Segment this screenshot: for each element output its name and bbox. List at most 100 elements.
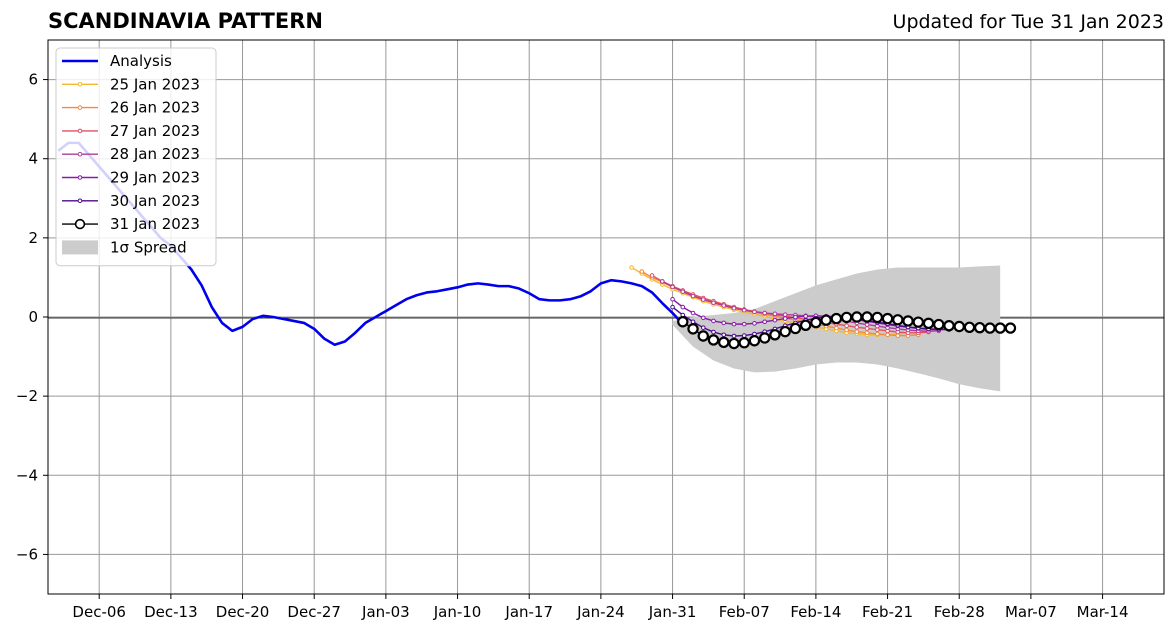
forecast-line-25-jan-2023 — [631, 266, 909, 336]
forecast-point — [799, 319, 812, 332]
legend-label: 29 Jan 2023 — [110, 169, 200, 187]
forecast-point — [789, 322, 802, 335]
forecast-point — [793, 314, 798, 320]
forecast-point — [779, 325, 791, 338]
forecast-point — [864, 330, 870, 336]
forecast-point — [881, 312, 894, 325]
forecast-point — [772, 311, 778, 317]
forecast-point — [731, 333, 737, 339]
y-tick-label: 0 — [28, 308, 38, 326]
legend-marker — [74, 218, 86, 230]
forecast-point — [731, 305, 737, 311]
forecast-point — [748, 335, 761, 347]
forecast-point — [820, 314, 832, 326]
forecast-point — [769, 329, 781, 341]
legend-marker — [77, 151, 83, 157]
forecast-point — [844, 323, 849, 329]
forecast-point — [912, 316, 924, 328]
legend-label: 27 Jan 2023 — [110, 122, 200, 140]
forecast-point — [711, 329, 716, 335]
legend-label: 1σ Spread — [110, 238, 187, 256]
forecast-line-28-jan-2023 — [661, 280, 939, 332]
forecast-point — [752, 321, 757, 326]
y-tick-label: −4 — [16, 466, 38, 484]
chart-title: SCANDINAVIA PATTERN — [48, 9, 323, 33]
forecast-point — [728, 337, 740, 350]
x-tick-label: Jan-17 — [504, 603, 553, 621]
forecast-point — [711, 318, 716, 324]
forecast-point — [697, 330, 709, 342]
forecast-line-30-jan-2023 — [672, 306, 950, 337]
legend-marker — [77, 175, 83, 180]
forecast-point — [864, 326, 870, 331]
updated-date: Updated for Tue 31 Jan 2023 — [892, 11, 1164, 33]
forecast-point — [885, 332, 890, 338]
plot-group — [57, 141, 1017, 392]
forecast-point — [875, 331, 880, 337]
forecast-point — [963, 321, 976, 333]
forecast-point — [861, 311, 873, 323]
legend-label: Analysis — [110, 52, 172, 70]
forecast-point — [690, 293, 696, 299]
y-tick-label: 6 — [28, 71, 38, 89]
forecast-point — [741, 333, 747, 338]
forecast-point — [721, 332, 727, 338]
forecast-point — [875, 327, 880, 332]
forecast-point — [854, 324, 860, 330]
x-tick-label: Feb-28 — [934, 603, 985, 621]
y-tick-label: −2 — [16, 387, 38, 405]
forecast-point — [718, 336, 730, 349]
forecast-point — [721, 303, 727, 308]
forecast-point — [844, 327, 849, 333]
forecast-point — [892, 314, 904, 326]
forecast-point — [670, 284, 675, 290]
forecast-point — [840, 311, 853, 324]
forecast-point — [810, 316, 822, 329]
forecast-point — [922, 317, 935, 330]
forecast-point — [902, 315, 914, 327]
forecast-point — [687, 323, 699, 335]
x-tick-label: Dec-27 — [287, 603, 341, 621]
forecast-point — [677, 316, 689, 328]
forecast-point — [782, 312, 788, 317]
forecast-point — [741, 321, 747, 327]
x-tick-label: Mar-14 — [1077, 603, 1129, 621]
x-tick-label: Dec-20 — [216, 603, 270, 621]
forecast-point — [851, 311, 863, 323]
x-tick-label: Feb-07 — [719, 603, 770, 621]
forecast-point — [670, 296, 675, 302]
forecast-point — [680, 304, 686, 310]
forecast-point — [752, 309, 757, 315]
forecast-point — [854, 329, 860, 334]
legend-box — [55, 47, 217, 267]
y-tick-label: 2 — [28, 229, 38, 247]
forecast-point — [830, 312, 843, 325]
legend-label: 26 Jan 2023 — [110, 99, 200, 117]
forecast-point — [762, 310, 767, 316]
forecast-point — [758, 332, 771, 344]
forecast-point — [984, 322, 996, 334]
x-tick-label: Jan-24 — [576, 603, 625, 621]
forecast-point — [639, 269, 645, 274]
forecast-point — [738, 337, 750, 349]
legend-label: 31 Jan 2023 — [110, 215, 200, 233]
y-tick-label: 4 — [28, 150, 38, 168]
legend-label: 28 Jan 2023 — [110, 145, 200, 163]
forecast-point — [649, 273, 655, 278]
forecast-point — [711, 300, 716, 306]
forecast-point — [670, 304, 675, 310]
forecast-point — [741, 307, 747, 313]
y-tick-label: −6 — [16, 545, 38, 563]
forecast-point — [994, 322, 1006, 334]
forecast-point — [680, 289, 686, 294]
forecast-point — [871, 311, 884, 324]
forecast-line-27-jan-2023 — [651, 274, 929, 334]
forecast-point — [834, 325, 839, 331]
legend-marker — [77, 198, 83, 204]
forecast-point — [803, 313, 808, 319]
forecast-point — [707, 334, 720, 346]
forecast-point — [660, 279, 665, 284]
forecast-point — [782, 316, 788, 321]
forecast-point — [933, 318, 945, 331]
